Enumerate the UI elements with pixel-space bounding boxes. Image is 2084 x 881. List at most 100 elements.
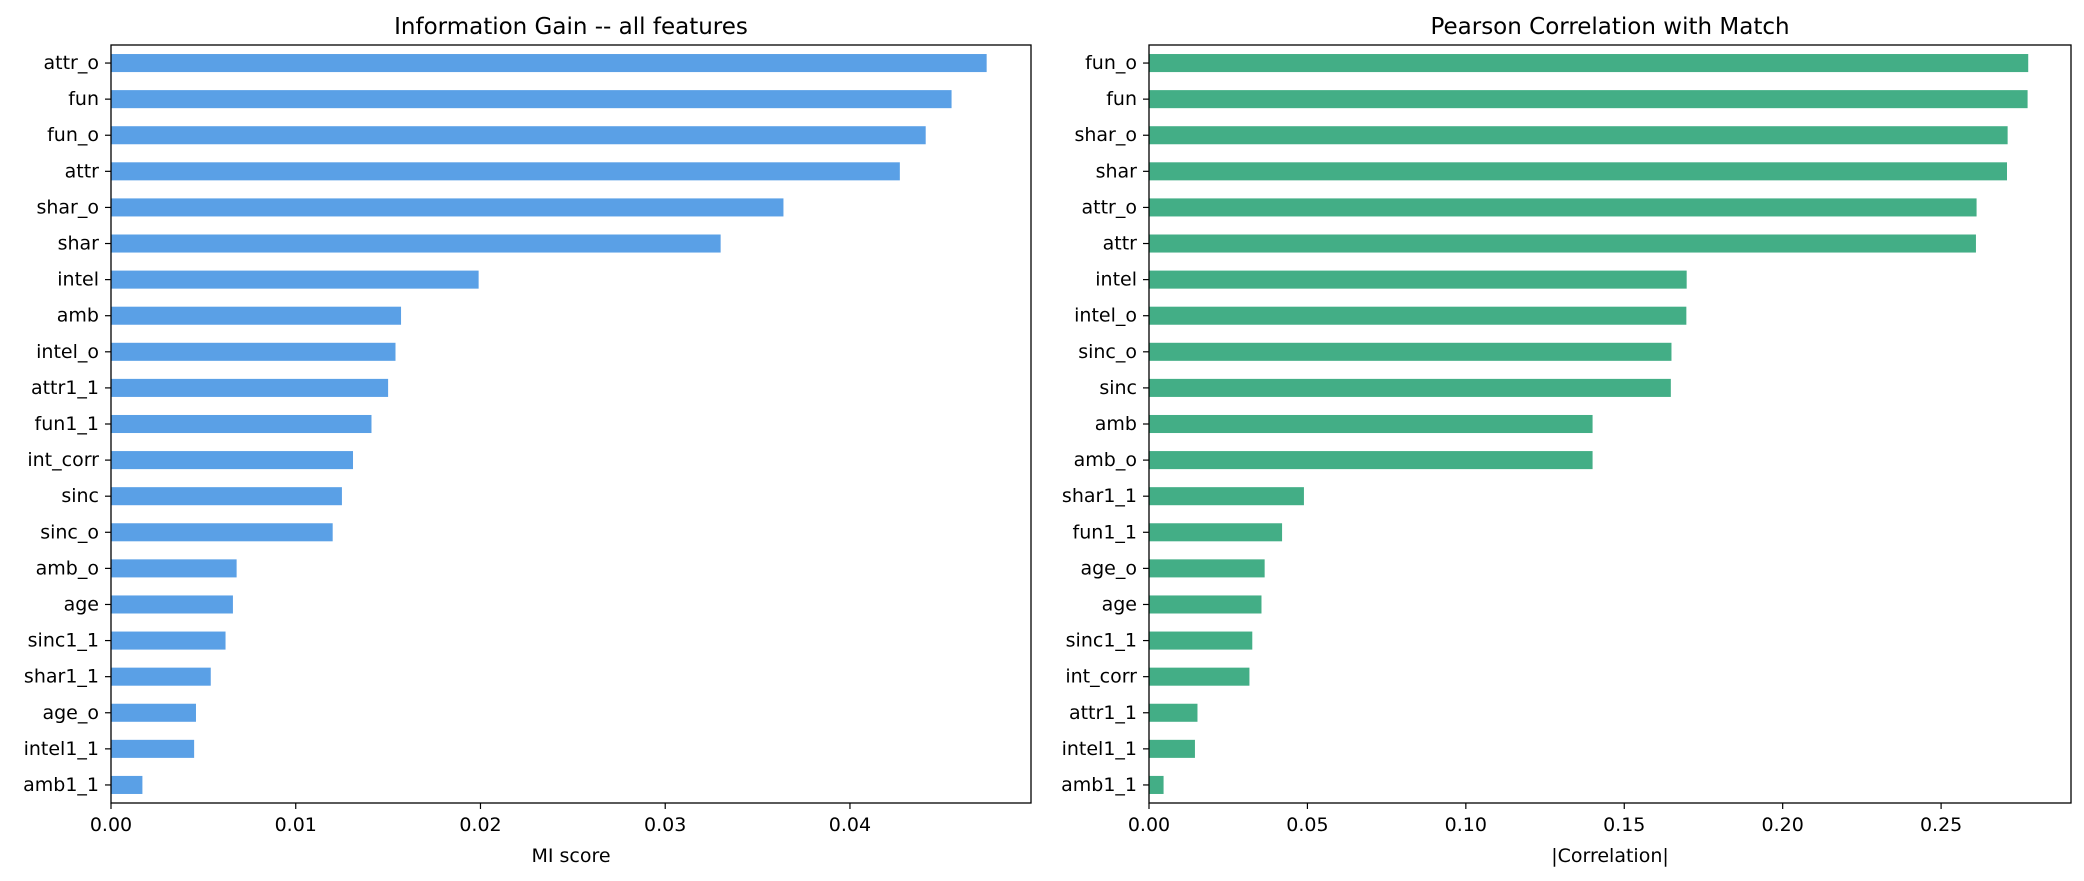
- y-tick-label: amb_o: [1074, 449, 1137, 471]
- bar-sinc1_1: [1149, 631, 1253, 650]
- y-tick-label: intel_o: [36, 341, 99, 363]
- y-tick-label: age: [64, 593, 99, 615]
- y-tick-label: amb: [57, 305, 99, 327]
- x-axis-label: |Correlation|: [1551, 845, 1669, 867]
- bar-amb_o: [111, 559, 237, 578]
- bar-fun1_1: [111, 414, 372, 434]
- x-tick-group: 0.00 0.05 0.10 0.15 0.20 0.25: [1128, 803, 1962, 836]
- bar-shar: [1149, 162, 2007, 181]
- chart-title: Information Gain -- all features: [394, 14, 748, 40]
- x-tick-label: 0.20: [1762, 814, 1804, 836]
- y-tick-label: sinc_o: [1078, 341, 1137, 363]
- bar-intel: [111, 270, 479, 289]
- y-tick-label: fun_o: [1085, 52, 1137, 74]
- y-tick-label: attr_o: [1082, 196, 1137, 218]
- bar-shar_o: [111, 198, 784, 217]
- bar-int_corr: [111, 451, 354, 470]
- bar-int_corr: [1149, 667, 1250, 686]
- bar-fun: [1149, 90, 2028, 109]
- bar-age: [1149, 595, 1262, 614]
- bar-amb: [111, 306, 402, 325]
- bar-shar1_1: [1149, 487, 1304, 506]
- bar-shar: [111, 234, 721, 253]
- bar-age_o: [111, 703, 196, 722]
- bar-intel_o: [1149, 306, 1687, 325]
- bar-amb1_1: [111, 775, 143, 794]
- y-tick-label: attr: [1103, 233, 1138, 255]
- axes-frame: [110, 44, 1032, 804]
- bar-attr1_1: [111, 378, 389, 397]
- y-tick-label: intel: [1095, 269, 1137, 291]
- x-tick-label: 0.05: [1286, 814, 1328, 836]
- y-tick-label: intel: [57, 269, 99, 291]
- x-tick-label: 0.03: [644, 814, 686, 836]
- bar-attr: [111, 162, 900, 181]
- y-tick-label: shar1_1: [24, 666, 99, 688]
- y-tick-label: amb: [1095, 413, 1137, 435]
- x-tick-label: 0.15: [1603, 814, 1645, 836]
- y-tick-label: intel1_1: [1062, 738, 1137, 760]
- bar-sinc_o: [111, 523, 333, 542]
- x-tick-group: 0.00 0.01 0.02 0.03 0.04: [90, 803, 871, 836]
- chart-panel-information-gain: Information Gain -- all features attr_of…: [23, 14, 1032, 867]
- y-tick-label: shar_o: [1074, 124, 1137, 146]
- y-tick-label: intel1_1: [24, 738, 99, 760]
- bar-attr: [1149, 234, 1976, 253]
- x-tick-label: 0.01: [275, 814, 317, 836]
- y-tick-label: fun_o: [47, 124, 99, 146]
- bar-sinc: [1149, 378, 1671, 397]
- y-tick-label: sinc: [61, 485, 99, 507]
- y-tick-label: amb1_1: [1061, 774, 1137, 796]
- y-tick-label: attr_o: [44, 52, 99, 74]
- x-tick-label: 0.00: [1128, 814, 1170, 836]
- chart-title: Pearson Correlation with Match: [1430, 14, 1789, 40]
- y-tick-label: shar1_1: [1062, 485, 1137, 507]
- y-tick-label: shar_o: [36, 196, 99, 218]
- y-tick-label: age_o: [42, 702, 99, 724]
- y-tick-label: intel_o: [1074, 305, 1137, 327]
- x-tick-label: 0.00: [90, 814, 132, 836]
- bar-sinc1_1: [111, 631, 226, 650]
- bar-group: [111, 54, 987, 794]
- y-tick-label: sinc_o: [40, 521, 99, 543]
- bar-group: [1149, 54, 2029, 794]
- bar-fun_o: [1149, 54, 2029, 73]
- bar-intel: [1149, 270, 1687, 289]
- bar-shar_o: [1149, 126, 2008, 145]
- y-tick-label: shar: [58, 233, 100, 255]
- y-tick-label: sinc: [1099, 377, 1137, 399]
- bar-amb_o: [1149, 451, 1593, 470]
- y-tick-label: attr: [65, 160, 100, 182]
- bar-attr_o: [1149, 198, 1977, 217]
- bar-age: [111, 595, 233, 614]
- y-tick-label: attr1_1: [1069, 702, 1137, 724]
- bar-amb: [1149, 414, 1593, 434]
- x-tick-label: 0.10: [1445, 814, 1487, 836]
- bar-sinc: [111, 487, 342, 506]
- bar-fun1_1: [1149, 523, 1283, 542]
- bar-fun: [111, 90, 952, 109]
- bar-amb1_1: [1149, 775, 1164, 794]
- bar-attr_o: [111, 54, 987, 73]
- y-tick-label: age_o: [1080, 557, 1137, 579]
- y-tick-label: fun1_1: [1073, 521, 1137, 543]
- bar-shar1_1: [111, 667, 211, 686]
- y-tick-label: fun: [68, 88, 99, 110]
- y-tick-label: int_corr: [27, 449, 99, 471]
- y-tick-label: amb_o: [36, 557, 99, 579]
- y-tick-label: age: [1102, 593, 1137, 615]
- y-tick-label: sinc1_1: [1066, 630, 1137, 652]
- x-tick-label: 0.25: [1920, 814, 1962, 836]
- y-tick-label: attr1_1: [31, 377, 99, 399]
- bar-sinc_o: [1149, 342, 1672, 361]
- bar-intel1_1: [111, 739, 195, 758]
- bar-age_o: [1149, 559, 1265, 578]
- x-tick-label: 0.02: [459, 814, 501, 836]
- bar-intel_o: [111, 342, 396, 361]
- y-tick-label: fun1_1: [35, 413, 99, 435]
- axes-frame: [1148, 44, 2072, 804]
